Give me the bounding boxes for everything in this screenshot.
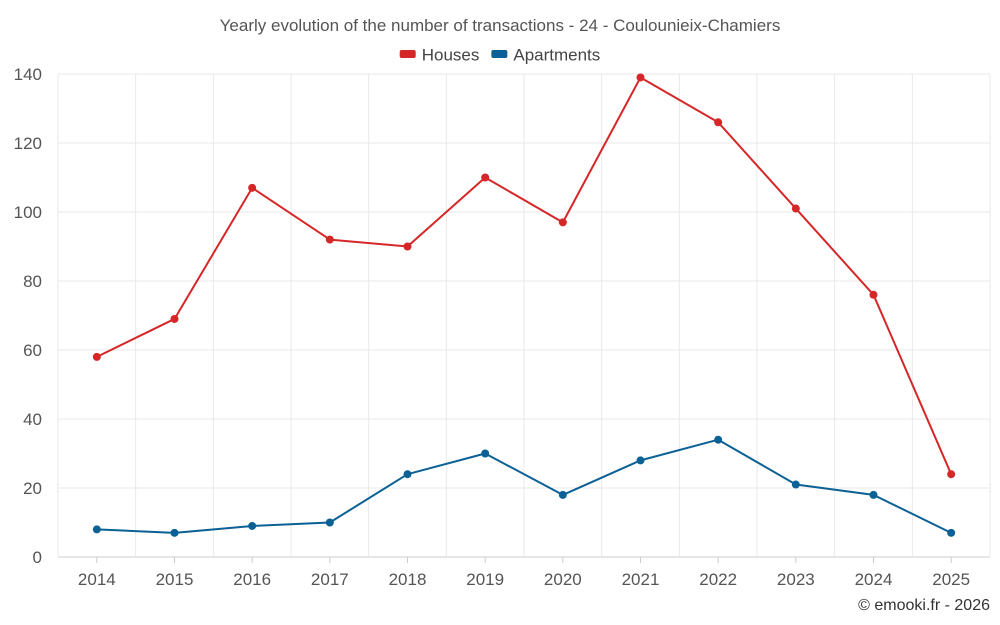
x-tick-label: 2018 (389, 570, 427, 589)
x-tick-label: 2019 (466, 570, 504, 589)
line-chart: Yearly evolution of the number of transa… (0, 0, 1000, 625)
y-tick-label: 100 (14, 203, 42, 222)
x-tick-label: 2020 (544, 570, 582, 589)
legend-label: Houses (422, 45, 480, 64)
legend-label: Apartments (513, 45, 600, 64)
data-point[interactable] (870, 491, 878, 499)
legend-swatch (400, 50, 416, 58)
data-point[interactable] (559, 491, 567, 499)
chart-container: Yearly evolution of the number of transa… (0, 0, 1000, 625)
data-point[interactable] (248, 184, 256, 192)
data-point[interactable] (637, 73, 645, 81)
x-tick-label: 2025 (932, 570, 970, 589)
data-point[interactable] (870, 291, 878, 299)
x-tick-label: 2021 (622, 570, 660, 589)
data-point[interactable] (93, 353, 101, 361)
y-tick-label: 140 (14, 65, 42, 84)
data-point[interactable] (248, 522, 256, 530)
grid (58, 74, 990, 557)
data-point[interactable] (326, 519, 334, 527)
data-point[interactable] (481, 450, 489, 458)
x-tick-label: 2016 (233, 570, 271, 589)
x-tick-label: 2017 (311, 570, 349, 589)
data-point[interactable] (559, 218, 567, 226)
legend-swatch (491, 50, 507, 58)
x-tick-label: 2014 (78, 570, 116, 589)
x-tick-label: 2023 (777, 570, 815, 589)
data-point[interactable] (404, 243, 412, 251)
y-tick-label: 20 (23, 479, 42, 498)
y-axis: 0 20 40 60 80 100 120 140 (14, 65, 42, 567)
data-point[interactable] (714, 436, 722, 444)
data-point[interactable] (947, 529, 955, 537)
data-point[interactable] (171, 315, 179, 323)
data-point[interactable] (404, 470, 412, 478)
data-point[interactable] (326, 236, 334, 244)
x-tick-label: 2015 (156, 570, 194, 589)
data-point[interactable] (792, 205, 800, 213)
data-point[interactable] (171, 529, 179, 537)
legend-item-apartments[interactable]: Apartments (491, 45, 600, 64)
y-tick-label: 0 (33, 548, 42, 567)
y-tick-label: 80 (23, 272, 42, 291)
credit-text: © emooki.fr - 2026 (858, 597, 990, 614)
x-axis: 2014 2015 2016 2017 2018 2019 2020 2021 2022 2023… (78, 557, 970, 589)
data-point[interactable] (637, 456, 645, 464)
legend: Houses Apartments (400, 45, 601, 64)
data-point[interactable] (947, 470, 955, 478)
x-tick-label: 2024 (855, 570, 893, 589)
data-point[interactable] (481, 174, 489, 182)
data-point[interactable] (792, 481, 800, 489)
y-tick-label: 60 (23, 341, 42, 360)
data-point[interactable] (714, 118, 722, 126)
chart-title: Yearly evolution of the number of transa… (220, 16, 781, 35)
legend-item-houses[interactable]: Houses (400, 45, 480, 64)
x-tick-label: 2022 (699, 570, 737, 589)
y-tick-label: 40 (23, 410, 42, 429)
y-tick-label: 120 (14, 134, 42, 153)
data-point[interactable] (93, 525, 101, 533)
